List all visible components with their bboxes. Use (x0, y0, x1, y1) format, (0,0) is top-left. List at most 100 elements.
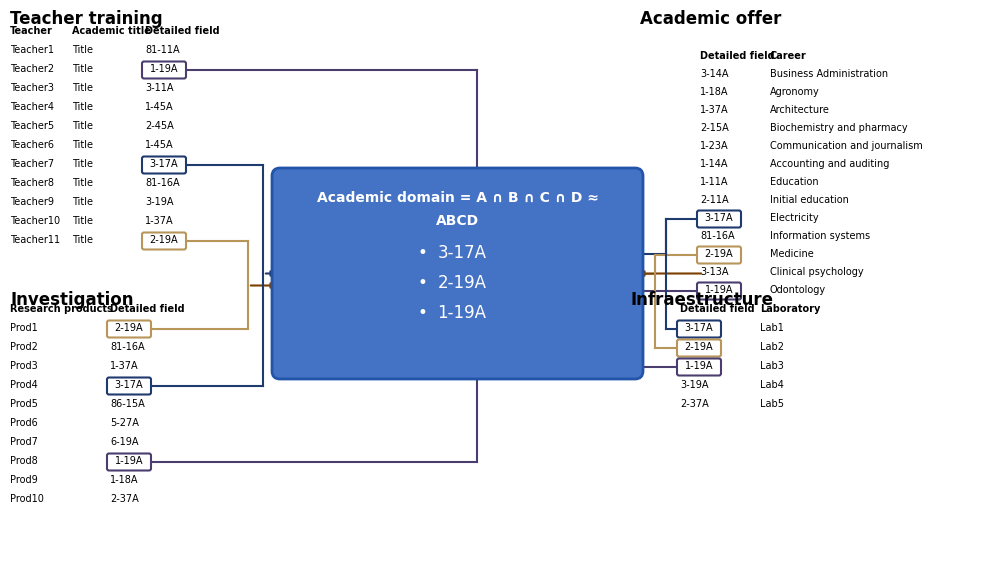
Text: •: • (417, 304, 427, 322)
Text: 5-27A: 5-27A (110, 418, 139, 428)
Text: Title: Title (72, 178, 93, 188)
FancyBboxPatch shape (697, 247, 741, 264)
Text: 81-16A: 81-16A (110, 342, 144, 352)
Text: 3-17A: 3-17A (705, 213, 733, 223)
Text: 3-14A: 3-14A (700, 69, 729, 79)
Text: 1-37A: 1-37A (110, 361, 139, 371)
Text: 1-45A: 1-45A (145, 140, 173, 150)
Text: Teacher training: Teacher training (10, 10, 162, 28)
Text: 2-37A: 2-37A (110, 494, 139, 504)
Text: Electricity: Electricity (770, 213, 818, 223)
Text: Academic offer: Academic offer (640, 10, 781, 28)
Text: Teacher8: Teacher8 (10, 178, 54, 188)
Text: Teacher11: Teacher11 (10, 235, 60, 245)
Text: 81-16A: 81-16A (145, 178, 179, 188)
Text: Teacher7: Teacher7 (10, 159, 54, 169)
Text: Prod6: Prod6 (10, 418, 37, 428)
Text: 86-15A: 86-15A (110, 399, 145, 409)
Text: Lab4: Lab4 (760, 380, 784, 390)
Text: 2-19A: 2-19A (115, 323, 143, 333)
Text: Title: Title (72, 159, 93, 169)
Text: Title: Title (72, 121, 93, 131)
Text: 3-19A: 3-19A (680, 380, 709, 390)
Text: 1-19A: 1-19A (684, 361, 714, 371)
Text: •: • (417, 274, 427, 292)
Text: Lab5: Lab5 (760, 399, 784, 409)
Text: •: • (417, 244, 427, 262)
FancyBboxPatch shape (107, 320, 151, 337)
FancyBboxPatch shape (677, 340, 721, 357)
Text: Teacher4: Teacher4 (10, 102, 54, 112)
Text: 2-19A: 2-19A (684, 342, 714, 352)
Text: Lab2: Lab2 (760, 342, 784, 352)
Text: 1-23A: 1-23A (700, 141, 729, 151)
Text: 1-45A: 1-45A (145, 102, 173, 112)
Text: Title: Title (72, 64, 93, 74)
Text: Teacher9: Teacher9 (10, 197, 54, 207)
Text: Teacher: Teacher (10, 26, 52, 36)
Text: Biochemistry and pharmacy: Biochemistry and pharmacy (770, 123, 907, 133)
Text: 3-13A: 3-13A (700, 267, 729, 277)
Text: 1-19A: 1-19A (437, 304, 487, 322)
FancyBboxPatch shape (142, 233, 186, 250)
Text: Clinical psychology: Clinical psychology (770, 267, 864, 277)
Text: Odontology: Odontology (770, 285, 827, 295)
Text: 3-17A: 3-17A (684, 323, 714, 333)
Text: Title: Title (72, 197, 93, 207)
Text: Accounting and auditing: Accounting and auditing (770, 159, 889, 169)
Text: Prod4: Prod4 (10, 380, 37, 390)
FancyBboxPatch shape (107, 453, 151, 470)
Text: Teacher1: Teacher1 (10, 45, 54, 55)
Text: Laboratory: Laboratory (760, 304, 821, 314)
Text: 1-19A: 1-19A (115, 456, 143, 466)
Text: 2-19A: 2-19A (705, 249, 733, 259)
FancyBboxPatch shape (107, 378, 151, 395)
Text: 2-45A: 2-45A (145, 121, 173, 131)
Text: Teacher3: Teacher3 (10, 83, 54, 93)
Text: 81-11A: 81-11A (145, 45, 179, 55)
Text: Title: Title (72, 45, 93, 55)
Text: Teacher10: Teacher10 (10, 216, 60, 226)
Text: 2-15A: 2-15A (700, 123, 729, 133)
Text: Lab3: Lab3 (760, 361, 784, 371)
FancyBboxPatch shape (142, 157, 186, 174)
Text: Information systems: Information systems (770, 231, 870, 241)
Text: 1-18A: 1-18A (700, 87, 729, 97)
Text: Prod1: Prod1 (10, 323, 37, 333)
Text: Prod10: Prod10 (10, 494, 44, 504)
Text: Detailed field: Detailed field (700, 51, 774, 61)
Text: Agronomy: Agronomy (770, 87, 820, 97)
Text: Architecture: Architecture (770, 105, 830, 115)
FancyBboxPatch shape (697, 282, 741, 299)
Text: 2-19A: 2-19A (437, 274, 487, 292)
Text: Infraestructure: Infraestructure (630, 291, 773, 309)
Text: 6-19A: 6-19A (110, 437, 138, 447)
Text: 1-18A: 1-18A (110, 475, 138, 485)
Text: Education: Education (770, 177, 818, 187)
Text: Detailed field: Detailed field (145, 26, 220, 36)
Text: Title: Title (72, 235, 93, 245)
Text: Initial education: Initial education (770, 195, 849, 205)
Text: Research products: Research products (10, 304, 113, 314)
Text: Title: Title (72, 140, 93, 150)
Text: Prod8: Prod8 (10, 456, 37, 466)
Text: Prod9: Prod9 (10, 475, 37, 485)
FancyBboxPatch shape (677, 358, 721, 375)
FancyBboxPatch shape (142, 62, 186, 79)
Text: 1-14A: 1-14A (700, 159, 729, 169)
FancyBboxPatch shape (677, 320, 721, 337)
Text: Academic title: Academic title (72, 26, 151, 36)
Text: Prod7: Prod7 (10, 437, 38, 447)
Text: Academic domain = A ∩ B ∩ C ∩ D ≈: Academic domain = A ∩ B ∩ C ∩ D ≈ (317, 191, 599, 205)
Text: Detailed field: Detailed field (680, 304, 755, 314)
Text: Teacher5: Teacher5 (10, 121, 54, 131)
Text: Career: Career (770, 51, 806, 61)
FancyBboxPatch shape (272, 168, 643, 379)
Text: 1-37A: 1-37A (145, 216, 173, 226)
FancyBboxPatch shape (697, 211, 741, 228)
Text: 2-19A: 2-19A (149, 235, 178, 245)
Text: Lab1: Lab1 (760, 323, 784, 333)
Text: 2-11A: 2-11A (700, 195, 729, 205)
Text: 3-19A: 3-19A (145, 197, 173, 207)
Text: 3-17A: 3-17A (115, 380, 143, 390)
